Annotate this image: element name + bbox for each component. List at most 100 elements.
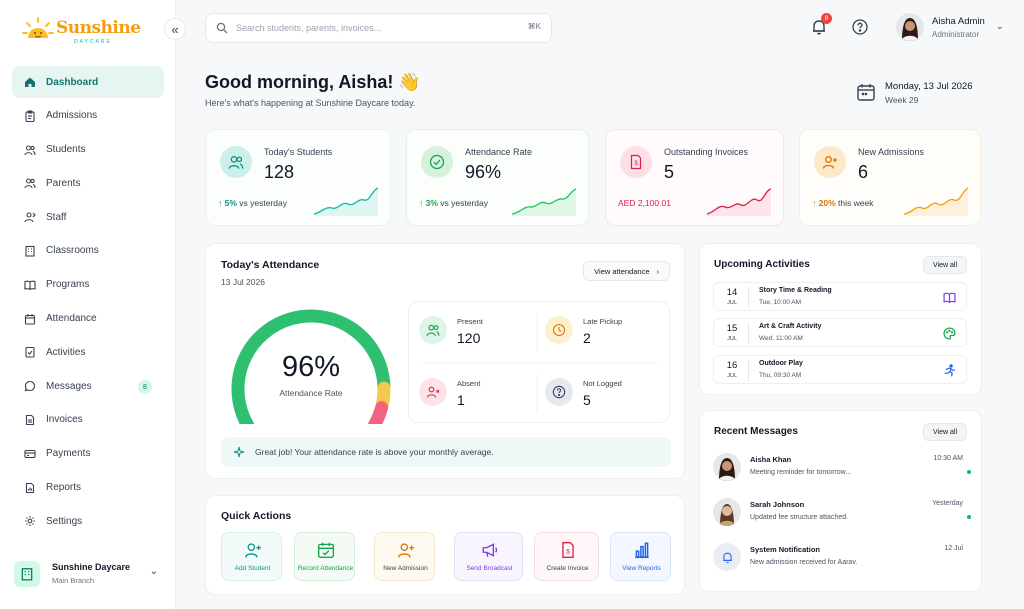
activity-row[interactable]: 16 JUL Outdoor Play Thu, 09:30 AM <box>713 355 967 384</box>
date-text: Monday, 13 Jul 2026 <box>885 81 973 92</box>
sidebar-item-dashboard[interactable]: Dashboard <box>12 66 164 98</box>
quick-actions-card: Quick Actions Add Student Record Attenda… <box>205 495 685 595</box>
divider <box>748 360 749 381</box>
search-bar[interactable]: ⌘K <box>205 13 552 43</box>
svg-text:$: $ <box>566 548 570 555</box>
check-circle-icon <box>421 146 453 178</box>
stat-value: 128 <box>264 162 295 182</box>
sidebar-item-classrooms[interactable]: Classrooms <box>12 235 164 267</box>
activity-time: Wed, 11:00 AM <box>759 335 803 342</box>
view-attendance-button[interactable]: View attendance › <box>583 261 670 281</box>
sidebar-item-label: Classrooms <box>46 245 99 257</box>
book-icon <box>943 292 956 304</box>
stat-label: Absent <box>457 379 481 388</box>
sidebar-item-activities[interactable]: Activities <box>12 336 164 368</box>
stat-label: New Admissions <box>858 147 925 157</box>
stat-card-students[interactable]: Today's Students 128 ↑ 5% vs yesterday <box>205 129 391 226</box>
stat-card-attendance[interactable]: Attendance Rate 96% ↑ 3% vs yesterday <box>406 129 589 226</box>
add-student-button[interactable]: Add Student <box>221 532 282 581</box>
message-sender: System Notification <box>750 545 821 554</box>
notification-count-badge: 8 <box>821 13 832 24</box>
stat-card-invoices[interactable]: $ Outstanding Invoices 5 AED 2,100.01 <box>605 129 784 226</box>
message-time: Yesterday <box>932 500 963 507</box>
clipboard-icon <box>24 110 36 122</box>
view-reports-button[interactable]: View Reports <box>610 532 671 581</box>
page-title: Good morning, Aisha! 👋 <box>205 72 421 92</box>
user-menu[interactable]: Aisha Admin Administrator ⌄ <box>896 13 1011 43</box>
sidebar-item-label: Students <box>46 144 86 156</box>
activity-name: Art & Craft Activity <box>759 323 822 330</box>
search-input[interactable] <box>236 23 506 33</box>
create-invoice-button[interactable]: $ Create Invoice <box>534 532 599 581</box>
message-preview: Meeting reminder for tomorrow... <box>750 469 852 476</box>
sidebar-item-reports[interactable]: Reports <box>12 472 164 504</box>
stat-label: Not Logged <box>583 379 622 388</box>
record-attendance-button[interactable]: Record Attendance <box>294 532 355 581</box>
activities-view-all-button[interactable]: View all <box>923 256 967 274</box>
invoice-icon <box>24 414 36 426</box>
divider <box>748 323 749 344</box>
message-row[interactable]: Aisha Khan Meeting reminder for tomorrow… <box>713 453 973 493</box>
message-sender: Aisha Khan <box>750 455 792 464</box>
send-broadcast-button[interactable]: Send Broadcast <box>454 532 523 581</box>
activity-month: JUL <box>727 336 737 342</box>
logo[interactable]: Sunshine DAYCARE <box>22 14 141 48</box>
sidebar-item-payments[interactable]: Payments <box>12 438 164 470</box>
arrow-up-icon: ↑ <box>812 198 819 208</box>
activity-row[interactable]: 14 JUL Story Time & Reading Tue, 10:00 A… <box>713 282 967 311</box>
sidebar-item-label: Settings <box>46 515 83 527</box>
gear-icon <box>24 515 36 527</box>
new-admission-button[interactable]: New Admission <box>374 532 435 581</box>
trend-text: vs yesterday <box>440 198 489 208</box>
sidebar-item-attendance[interactable]: Attendance <box>12 303 164 335</box>
staff-icon <box>24 211 36 223</box>
sidebar-item-staff[interactable]: Staff <box>12 201 164 233</box>
palette-icon <box>943 327 956 340</box>
week-text: Week 29 <box>885 95 919 105</box>
stat-label: Attendance Rate <box>465 147 533 157</box>
stat-card-admissions[interactable]: New Admissions 6 ↑ 20% this week <box>799 129 981 226</box>
sidebar-item-admissions[interactable]: Admissions <box>12 100 164 132</box>
sidebar-item-label: Admissions <box>46 110 98 122</box>
attendance-note-text: Great job! Your attendance rate is above… <box>255 447 494 457</box>
activity-row[interactable]: 15 JUL Art & Craft Activity Wed, 11:00 A… <box>713 318 967 347</box>
sidebar-item-parents[interactable]: Parents <box>12 167 164 199</box>
messages-view-all-button[interactable]: View all <box>923 423 967 441</box>
chevron-right-icon: › <box>656 266 660 276</box>
message-row[interactable]: System Notification New admission receiv… <box>713 543 973 583</box>
users-icon <box>220 146 252 178</box>
avatar <box>713 498 741 526</box>
trend-value: 20% <box>818 198 836 208</box>
sidebar-item-invoices[interactable]: Invoices <box>12 404 164 436</box>
help-button[interactable] <box>852 19 868 35</box>
brand-sub: DAYCARE <box>74 39 112 45</box>
message-preview: New admission received for Aarav. <box>750 559 858 566</box>
sidebar-item-messages[interactable]: Messages 8 <box>12 370 164 402</box>
svg-text:$: $ <box>634 161 638 167</box>
card-icon <box>24 448 36 460</box>
activity-time: Tue, 10:00 AM <box>759 299 802 306</box>
sidebar-item-programs[interactable]: Programs <box>12 269 164 301</box>
collapse-sidebar-button[interactable]: « <box>164 18 186 40</box>
building-icon <box>24 245 36 257</box>
sidebar-item-settings[interactable]: Settings <box>12 505 164 537</box>
recent-messages-card: Recent Messages View all Aisha Khan Meet… <box>699 410 982 592</box>
stat-label: Outstanding Invoices <box>664 147 749 157</box>
message-row[interactable]: Sarah Johnson Updated fee structure atta… <box>713 498 973 538</box>
branch-switcher[interactable]: Sunshine Daycare Main Branch ⌄ <box>12 556 164 592</box>
unread-dot <box>967 470 971 474</box>
attendance-rate-value: 96% <box>281 351 341 383</box>
notifications-button[interactable]: 8 <box>810 13 832 36</box>
sidebar-item-label: Parents <box>46 177 81 189</box>
stat-value: 5 <box>583 392 591 408</box>
view-attendance-label: View attendance <box>594 266 650 276</box>
calendar-icon <box>857 84 875 101</box>
search-shortcut: ⌘K <box>527 22 541 31</box>
sidebar: Sunshine DAYCARE Dashboard Admissions St… <box>0 0 176 609</box>
activity-day: 16 <box>726 360 738 371</box>
quick-action-label: Send Broadcast <box>466 565 513 572</box>
quick-action-label: Create Invoice <box>546 565 589 572</box>
sidebar-item-students[interactable]: Students <box>12 134 164 166</box>
attendance-rate-label: Attendance Rate <box>279 388 343 398</box>
search-icon <box>216 22 228 34</box>
